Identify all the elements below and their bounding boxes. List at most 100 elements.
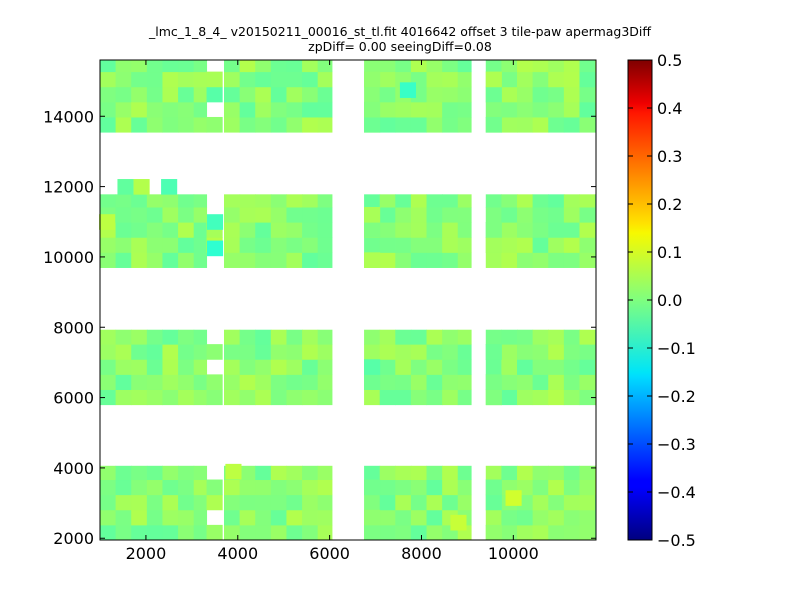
heatmap-cell bbox=[100, 101, 117, 118]
heatmap-cell bbox=[224, 359, 241, 375]
heatmap-cell bbox=[100, 329, 117, 345]
heatmap-cell bbox=[426, 524, 443, 541]
heatmap-cell bbox=[193, 374, 208, 390]
heatmap-cell bbox=[193, 71, 208, 88]
heatmap-cell bbox=[317, 60, 333, 73]
heatmap-cell bbox=[206, 374, 223, 390]
heatmap-cell bbox=[548, 101, 565, 118]
heatmap-cell bbox=[255, 252, 272, 268]
heatmap-cell bbox=[579, 479, 596, 496]
heatmap-cell bbox=[395, 60, 412, 73]
heatmap-cell bbox=[317, 465, 333, 481]
heatmap-cell bbox=[146, 494, 163, 511]
heatmap-cell bbox=[239, 252, 256, 268]
heatmap-cell bbox=[410, 344, 428, 360]
heatmap-cell bbox=[286, 86, 303, 103]
heatmap-cell bbox=[317, 116, 333, 133]
heatmap-cell bbox=[239, 374, 256, 390]
heatmap-cell bbox=[317, 494, 333, 511]
heatmap-cell bbox=[548, 71, 565, 88]
heatmap-cell bbox=[364, 101, 381, 118]
heatmap-cell bbox=[100, 509, 117, 526]
heatmap-cell bbox=[501, 329, 518, 345]
heatmap-cell bbox=[193, 252, 208, 268]
heatmap-cell bbox=[485, 389, 502, 406]
heatmap-cell bbox=[548, 237, 565, 253]
heatmap-cell bbox=[579, 359, 596, 375]
heatmap-cell bbox=[270, 374, 287, 390]
x-tick-label: 4000 bbox=[217, 544, 258, 563]
heatmap-cell bbox=[146, 359, 163, 375]
heatmap-cell bbox=[239, 237, 256, 253]
heatmap-cell bbox=[286, 524, 303, 541]
heatmap-cell bbox=[517, 60, 534, 73]
heatmap-cell bbox=[131, 524, 148, 541]
heatmap-cell bbox=[317, 344, 333, 360]
heatmap-cells bbox=[99, 60, 597, 541]
heatmap-cell bbox=[239, 116, 256, 133]
heatmap-cell bbox=[517, 71, 534, 88]
heatmap-cell bbox=[255, 374, 272, 390]
heatmap-cell bbox=[532, 374, 549, 390]
heatmap-cell bbox=[426, 194, 443, 208]
y-tick-label: 8000 bbox=[53, 318, 94, 337]
x-tick-label: 6000 bbox=[309, 544, 350, 563]
heatmap-cell bbox=[270, 252, 287, 268]
heatmap-cell bbox=[485, 60, 502, 73]
heatmap-cell bbox=[517, 206, 534, 223]
heatmap-cell bbox=[442, 86, 459, 103]
heatmap-cell bbox=[178, 206, 195, 223]
heatmap-cell bbox=[563, 389, 580, 406]
heatmap-cell bbox=[161, 179, 178, 195]
heatmap-cell bbox=[302, 329, 319, 345]
heatmap-cell bbox=[286, 222, 303, 238]
heatmap-cell bbox=[532, 101, 549, 118]
heatmap-cell bbox=[178, 71, 195, 88]
heatmap-cell bbox=[457, 60, 472, 73]
heatmap-cell bbox=[270, 222, 287, 238]
heatmap-cell bbox=[255, 222, 272, 238]
heatmap-cell bbox=[410, 329, 428, 345]
colorbar-tick-label: −0.4 bbox=[657, 483, 696, 502]
colorbar-tick-label: 0.5 bbox=[657, 51, 682, 70]
heatmap-cell bbox=[286, 71, 303, 88]
heatmap-cell bbox=[532, 237, 549, 253]
heatmap-cell bbox=[239, 329, 256, 345]
chart-title: _lmc_1_8_4_ v20150211_00016_st_tl.fit 40… bbox=[50, 24, 750, 54]
heatmap-cell bbox=[532, 359, 549, 375]
heatmap-cell bbox=[224, 252, 241, 268]
heatmap-cell bbox=[442, 252, 459, 268]
heatmap-cell bbox=[131, 71, 148, 88]
heatmap-cell bbox=[517, 116, 534, 133]
heatmap-cell bbox=[501, 509, 518, 526]
heatmap-cell bbox=[457, 222, 472, 238]
heatmap-cell bbox=[485, 344, 502, 360]
heatmap-cell bbox=[501, 86, 518, 103]
heatmap-cell bbox=[410, 465, 428, 481]
heatmap-cell bbox=[255, 194, 272, 208]
heatmap-cell bbox=[193, 222, 208, 238]
heatmap-cell bbox=[162, 524, 179, 541]
heatmap-cell bbox=[302, 494, 319, 511]
heatmap-cell bbox=[193, 479, 208, 496]
axes: 2000 4000 6000 8000 10000 2000 4000 6000 8000 100… bbox=[43, 60, 596, 563]
heatmap-cell bbox=[115, 524, 132, 541]
heatmap-cell bbox=[563, 101, 580, 118]
heatmap-cell bbox=[239, 86, 256, 103]
heatmap-cell bbox=[302, 237, 319, 253]
heatmap-cell bbox=[426, 86, 443, 103]
heatmap-cell bbox=[395, 389, 412, 406]
heatmap-cell bbox=[457, 465, 472, 481]
heatmap-cell bbox=[517, 344, 534, 360]
heatmap-cell bbox=[162, 222, 179, 238]
heatmap-cell bbox=[442, 237, 459, 253]
heatmap-cell bbox=[302, 509, 319, 526]
heatmap-cell bbox=[193, 359, 208, 375]
heatmap-cell bbox=[146, 71, 163, 88]
heatmap-cell bbox=[442, 494, 459, 511]
heatmap-cell bbox=[579, 509, 596, 526]
heatmap-cell bbox=[115, 237, 132, 253]
heatmap-cell bbox=[501, 237, 518, 253]
heatmap-cell bbox=[548, 465, 565, 481]
heatmap-cell bbox=[426, 465, 443, 481]
